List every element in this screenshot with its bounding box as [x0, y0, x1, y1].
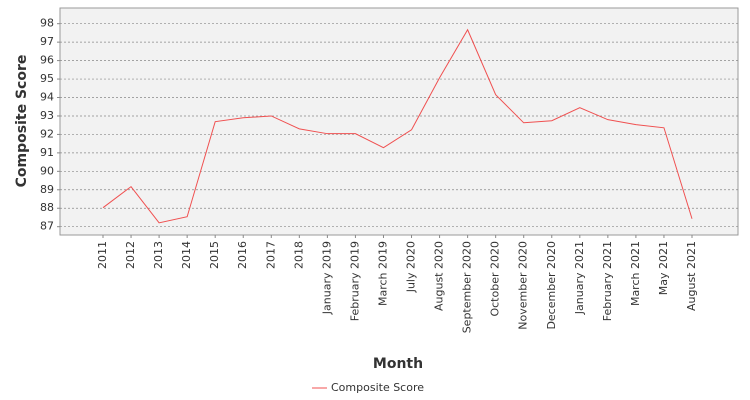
y-tick-label: 91 [40, 146, 54, 159]
line [102, 28, 693, 224]
y-tick-label: 98 [40, 17, 54, 30]
x-tick-label: May 2021 [657, 241, 670, 295]
x-tick-label: 2017 [264, 241, 277, 269]
x-tick-label: March 2019 [376, 241, 389, 306]
y-tick-label: 97 [40, 35, 54, 48]
x-tick-label: September 2020 [461, 241, 474, 333]
x-tick-label: 2018 [292, 241, 305, 269]
y-tick-label: 96 [40, 54, 54, 67]
x-tick-label: 2016 [236, 241, 249, 269]
x-tick-label: November 2020 [517, 241, 530, 330]
x-tick-label: August 2020 [433, 241, 446, 311]
x-tick-label: March 2021 [629, 241, 642, 306]
legend-label: Composite Score [331, 381, 424, 394]
x-tick-label: 2013 [152, 241, 165, 269]
x-tick-label: January 2021 [573, 241, 586, 315]
y-tick-label: 89 [40, 183, 54, 196]
y-tick-label: 93 [40, 109, 54, 122]
x-tick-label: 2014 [180, 241, 193, 269]
x-tick-label: February 2019 [348, 241, 361, 321]
x-tick-label: 2015 [208, 241, 221, 269]
y-tick-label: 88 [40, 201, 54, 214]
x-tick-label: October 2020 [489, 241, 502, 317]
y-tick-label: 95 [40, 72, 54, 85]
x-tick-label: January 2019 [320, 241, 333, 315]
y-axis-title: Composite Score [14, 55, 30, 188]
x-tick-label: 2012 [124, 241, 137, 269]
x-axis-title: Month [373, 356, 423, 372]
x-tick-label: February 2021 [601, 241, 614, 321]
x-tick-label: 2011 [96, 241, 109, 269]
y-tick-label: 90 [40, 164, 54, 177]
y-tick-label: 94 [40, 91, 54, 104]
y-tick-label: 87 [40, 220, 54, 233]
x-tick-label: December 2020 [545, 241, 558, 330]
x-tick-label: August 2021 [685, 241, 698, 311]
y-tick-label: 92 [40, 127, 54, 140]
plot-area [59, 7, 739, 236]
x-tick-label: July 2020 [405, 241, 418, 293]
